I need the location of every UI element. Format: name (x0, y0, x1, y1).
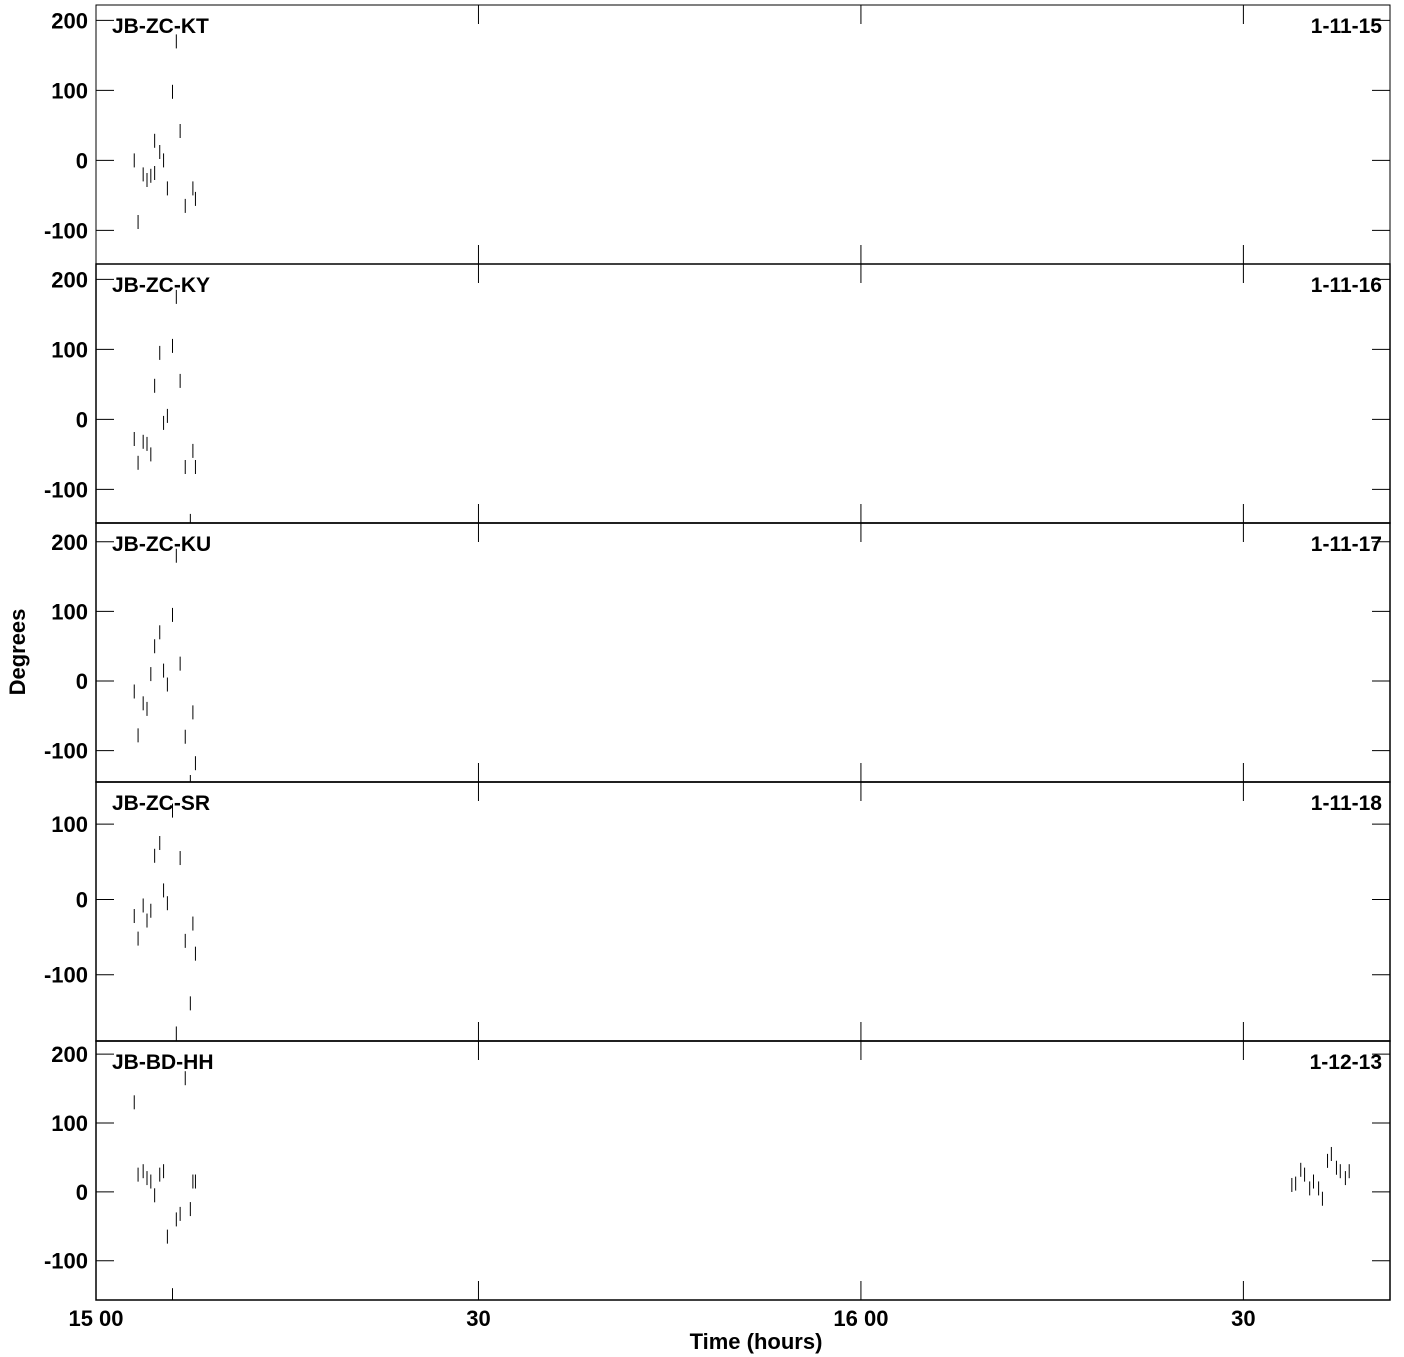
y-tick-label: -100 (44, 1249, 88, 1274)
scan-label: 1-11-16 (1311, 274, 1382, 297)
y-tick-label: 100 (51, 599, 88, 624)
y-tick-label: 200 (51, 267, 88, 292)
baseline-label: JB-ZC-KY (112, 274, 210, 297)
chart-panels: 200 100 0 -100 JB-ZC-KT 1-11-15 200 100 0 -100 JB-… (44, 4, 1391, 1331)
y-tick-label: 0 (76, 669, 88, 694)
y-tick-label: 100 (51, 1111, 88, 1136)
panel-frame (95, 4, 1391, 265)
y-tick-label: 200 (51, 8, 88, 33)
panel-jb-zc-kt: 200 100 0 -100 JB-ZC-KT 1-11-15 (44, 4, 1391, 265)
x-axis-title: Time (hours) (690, 1329, 823, 1354)
scan-label: 1-11-17 (1311, 533, 1382, 556)
y-tick-label: -100 (44, 963, 88, 988)
x-tick-label: 16 00 (833, 1306, 888, 1331)
y-tick-label: 100 (51, 812, 88, 837)
scan-label: 1-12-13 (1310, 1051, 1382, 1074)
scan-label: 1-11-15 (1311, 15, 1383, 38)
y-tick-label: -100 (44, 218, 88, 243)
y-tick-label: 0 (76, 148, 88, 173)
y-tick-label: 100 (51, 78, 88, 103)
y-tick-label: 0 (76, 407, 88, 432)
panel-jb-zc-ku: 200 100 0 -100 JB-ZC-KU 1-11-17 (44, 522, 1391, 783)
y-tick-label: -100 (44, 739, 88, 764)
baseline-label: JB-ZC-KT (112, 15, 209, 38)
y-tick-label: 200 (51, 1042, 88, 1067)
panel-jb-bd-hh: 200 100 0 -100 JB-BD-HH 1-12-13 (44, 1040, 1391, 1301)
baseline-label: JB-ZC-KU (112, 533, 211, 556)
panel-frame (95, 522, 1391, 783)
x-tick-label: 30 (466, 1306, 490, 1331)
y-tick-label: 100 (51, 337, 88, 362)
panel-frame (95, 781, 1391, 1042)
panel-frame (95, 1040, 1391, 1301)
panel-jb-zc-sr: 100 0 -100 JB-ZC-SR 1-11-18 (44, 781, 1391, 1042)
y-tick-label: 0 (76, 1180, 88, 1205)
y-tick-label: 0 (76, 887, 88, 912)
panel-jb-zc-ky: 200 100 0 -100 JB-ZC-KY 1-11-16 (44, 263, 1391, 524)
y-tick-label: -100 (44, 477, 88, 502)
scan-label: 1-11-18 (1311, 792, 1383, 815)
x-tick-label: 15 00 (68, 1306, 123, 1331)
panel-frame (95, 263, 1391, 524)
baseline-label: JB-ZC-SR (112, 792, 210, 815)
x-tick-label: 30 (1231, 1306, 1255, 1331)
y-tick-label: 200 (51, 530, 88, 555)
baseline-label: JB-BD-HH (112, 1051, 214, 1074)
y-axis-title: Degrees (5, 609, 30, 696)
